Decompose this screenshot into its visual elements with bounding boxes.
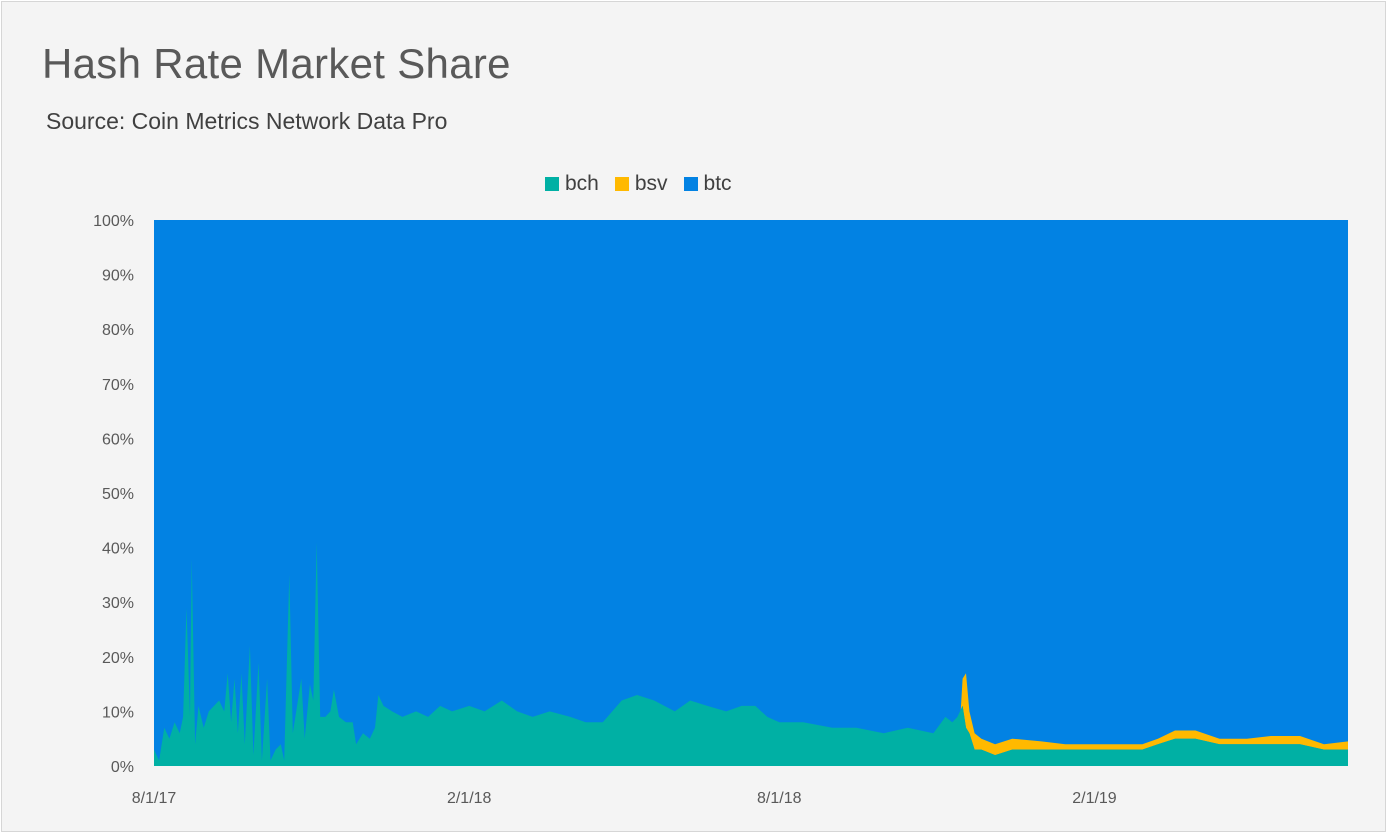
legend-item-btc: btc <box>683 172 732 196</box>
x-tick-label: 2/1/18 <box>447 790 492 807</box>
y-tick-label: 40% <box>102 541 134 558</box>
y-tick-label: 20% <box>102 650 134 667</box>
x-tick-label: 2/1/19 <box>1072 790 1117 807</box>
legend-label-bch: bch <box>565 172 599 195</box>
bsv-area <box>960 673 1348 756</box>
y-tick-label: 60% <box>102 431 134 448</box>
chart-subtitle: Source: Coin Metrics Network Data Pro <box>46 108 448 134</box>
y-tick-label: 10% <box>102 704 134 721</box>
legend: bch bsv btc <box>545 172 732 196</box>
x-tick-label: 8/1/18 <box>757 790 802 807</box>
legend-swatch-btc <box>683 177 698 191</box>
legend-swatch-bch <box>545 177 559 191</box>
btc-area <box>154 220 1348 766</box>
y-tick-label: 50% <box>102 486 134 503</box>
legend-swatch-bsv <box>614 177 629 191</box>
y-tick-label: 100% <box>93 213 134 230</box>
y-tick-label: 80% <box>102 322 134 339</box>
legend-item-bsv: bsv <box>614 172 668 196</box>
legend-label-bsv: bsv <box>634 172 668 195</box>
x-tick-label: 8/1/17 <box>132 790 177 807</box>
chart-title: Hash Rate Market Share <box>42 40 511 87</box>
y-tick-label: 90% <box>102 268 134 285</box>
y-tick-label: 0% <box>111 759 134 776</box>
y-tick-label: 70% <box>102 377 134 394</box>
bch-area <box>154 542 1348 766</box>
legend-item-bch: bch <box>545 172 599 196</box>
legend-label-btc: btc <box>703 172 732 195</box>
y-tick-label: 30% <box>102 595 134 612</box>
